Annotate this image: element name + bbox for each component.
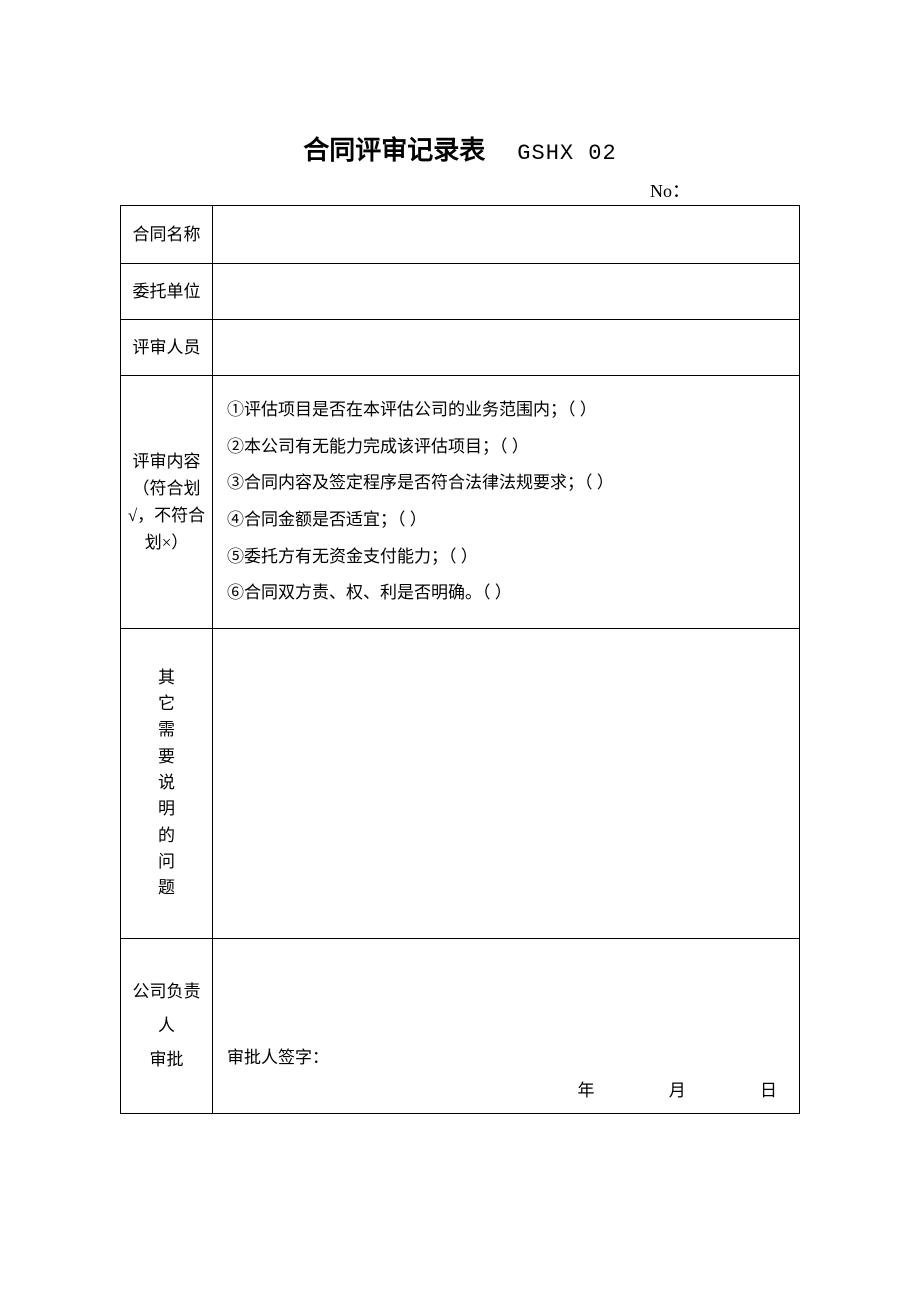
table-row: 委托单位 bbox=[121, 264, 800, 320]
document-title-row: 合同评审记录表 GSHX 02 bbox=[120, 130, 800, 167]
approval-label-line2: 人 bbox=[127, 1009, 206, 1043]
approval-label-line3: 审批 bbox=[127, 1043, 206, 1077]
table-row: 评审人员 bbox=[121, 320, 800, 376]
client-field[interactable] bbox=[213, 264, 800, 320]
document-title: 合同评审记录表 bbox=[303, 130, 485, 167]
document-code: GSHX 02 bbox=[517, 141, 616, 166]
approval-label: 公司负责 人 审批 bbox=[121, 938, 213, 1113]
review-item-2[interactable]: ②本公司有无能力完成该评估项目；（ ） bbox=[227, 429, 785, 466]
review-form-table: 合同名称 委托单位 评审人员 评审内容（符合划√，不符合划×） ①评估项目是否在… bbox=[120, 205, 800, 1114]
date-day-label: 日 bbox=[760, 1077, 777, 1104]
review-item-1[interactable]: ①评估项目是否在本评估公司的业务范围内；（ ） bbox=[227, 392, 785, 429]
review-item-5[interactable]: ⑤委托方有无资金支付能力；（ ） bbox=[227, 539, 785, 576]
approval-label-line1: 公司负责 bbox=[127, 975, 206, 1009]
review-items-cell: ①评估项目是否在本评估公司的业务范围内；（ ） ②本公司有无能力完成该评估项目；… bbox=[213, 376, 800, 628]
contract-name-field[interactable] bbox=[213, 206, 800, 264]
client-label: 委托单位 bbox=[121, 264, 213, 320]
review-item-4[interactable]: ④合同金额是否适宜；（ ） bbox=[227, 502, 785, 539]
table-row: 评审内容（符合划√，不符合划×） ①评估项目是否在本评估公司的业务范围内；（ ）… bbox=[121, 376, 800, 628]
other-notes-field[interactable] bbox=[213, 628, 800, 938]
review-item-3[interactable]: ③合同内容及签定程序是否符合法律法规要求；（ ） bbox=[227, 465, 785, 502]
table-row: 公司负责 人 审批 审批人签字： 年 月 日 bbox=[121, 938, 800, 1113]
document-number-label: No： bbox=[120, 177, 800, 203]
date-month-label: 月 bbox=[669, 1077, 686, 1104]
table-row: 其它需要说明的问题 bbox=[121, 628, 800, 938]
reviewers-field[interactable] bbox=[213, 320, 800, 376]
approval-date-row: 年 月 日 bbox=[227, 1077, 785, 1104]
date-year-label: 年 bbox=[578, 1077, 595, 1104]
table-row: 合同名称 bbox=[121, 206, 800, 264]
other-notes-label-text: 其它需要说明的问题 bbox=[158, 665, 175, 902]
contract-name-label: 合同名称 bbox=[121, 206, 213, 264]
other-notes-label: 其它需要说明的问题 bbox=[121, 628, 213, 938]
review-item-6[interactable]: ⑥合同双方责、权、利是否明确。（ ） bbox=[227, 575, 785, 612]
review-content-label: 评审内容（符合划√，不符合划×） bbox=[121, 376, 213, 628]
approval-cell: 审批人签字： 年 月 日 bbox=[213, 938, 800, 1113]
signature-label: 审批人签字： bbox=[227, 1044, 785, 1071]
reviewers-label: 评审人员 bbox=[121, 320, 213, 376]
